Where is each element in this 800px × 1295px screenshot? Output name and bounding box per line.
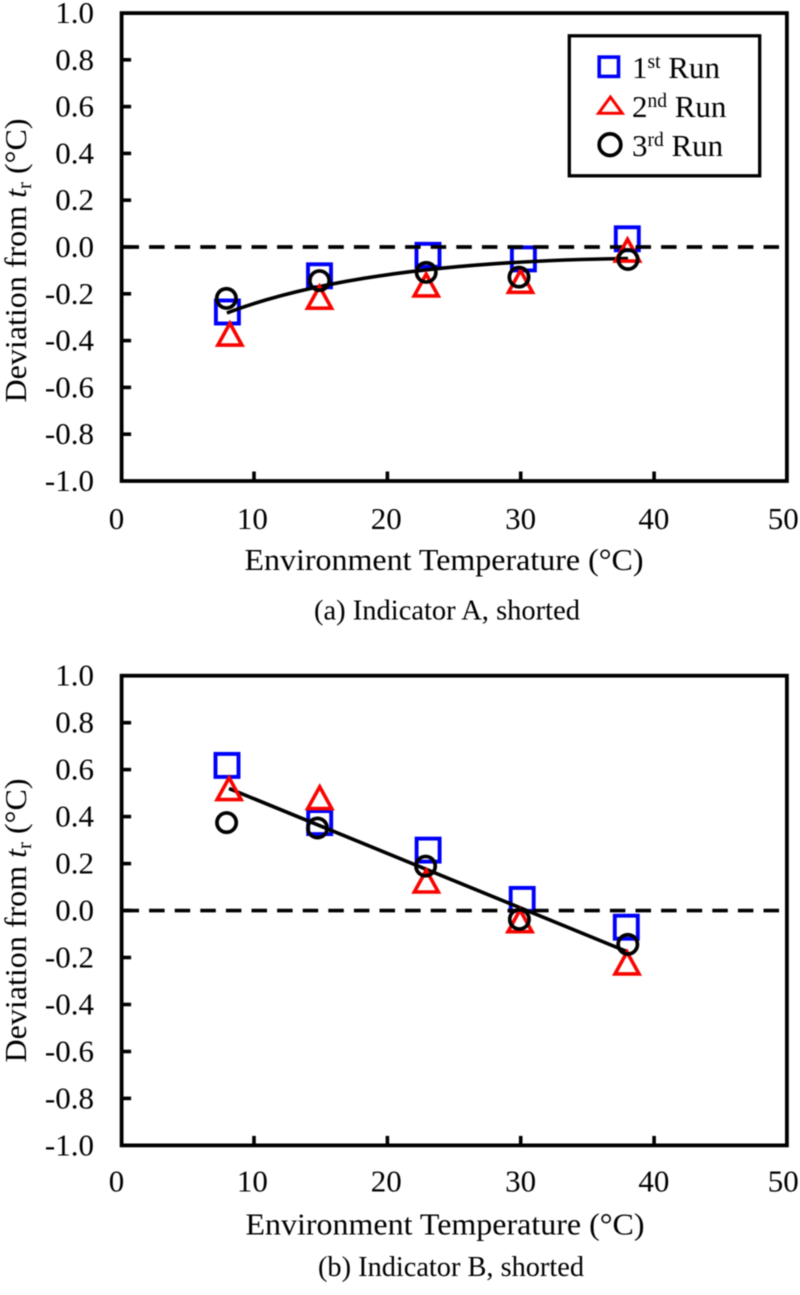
svg-text:0.4: 0.4: [55, 799, 94, 834]
svg-text:3rd Run: 3rd Run: [632, 128, 724, 163]
svg-text:10: 10: [237, 501, 268, 536]
svg-text:0.6: 0.6: [55, 752, 94, 787]
svg-text:-0.8: -0.8: [45, 416, 94, 451]
svg-text:0: 0: [109, 501, 125, 536]
svg-text:0.4: 0.4: [55, 135, 94, 170]
svg-text:-0.2: -0.2: [45, 276, 94, 311]
svg-text:1st Run: 1st Run: [632, 50, 720, 85]
svg-text:-1.0: -1.0: [45, 463, 94, 498]
svg-text:0.2: 0.2: [55, 182, 94, 217]
svg-text:0: 0: [109, 1164, 125, 1199]
svg-text:1.0: 1.0: [55, 0, 94, 30]
svg-text:0.8: 0.8: [55, 42, 94, 77]
svg-text:0.6: 0.6: [55, 89, 94, 124]
svg-text:Deviation from tr (°C): Deviation from tr (°C): [0, 119, 36, 403]
svg-text:-0.8: -0.8: [45, 1080, 94, 1115]
svg-text:50: 50: [768, 1164, 799, 1199]
svg-text:-0.6: -0.6: [45, 369, 94, 404]
svg-text:2nd Run: 2nd Run: [632, 89, 727, 124]
svg-text:0.2: 0.2: [55, 846, 94, 881]
svg-text:-0.4: -0.4: [45, 323, 95, 358]
svg-text:-0.2: -0.2: [45, 940, 94, 975]
svg-text:40: 40: [638, 1164, 669, 1199]
svg-text:10: 10: [237, 1164, 268, 1199]
svg-text:-0.4: -0.4: [45, 987, 95, 1022]
svg-text:-0.6: -0.6: [45, 1034, 94, 1069]
svg-text:0.8: 0.8: [55, 705, 94, 740]
svg-text:-1.0: -1.0: [45, 1127, 94, 1162]
svg-text:40: 40: [638, 501, 669, 536]
svg-text:20: 20: [371, 1164, 402, 1199]
svg-text:20: 20: [371, 501, 402, 536]
svg-text:Environment Temperature (°C): Environment Temperature (°C): [246, 1207, 645, 1242]
svg-text:0.0: 0.0: [55, 229, 94, 264]
svg-text:30: 30: [505, 1164, 536, 1199]
svg-text:30: 30: [505, 501, 536, 536]
svg-text:1.0: 1.0: [55, 658, 94, 693]
svg-text:50: 50: [768, 501, 799, 536]
svg-text:(b) Indicator B, shorted: (b) Indicator B, shorted: [318, 1252, 584, 1283]
svg-text:0.0: 0.0: [55, 893, 94, 928]
svg-text:(a) Indicator A, shorted: (a) Indicator A, shorted: [314, 596, 580, 627]
svg-text:Deviation from tr (°C): Deviation from tr (°C): [0, 779, 36, 1063]
svg-text:Environment Temperature (°C): Environment Temperature (°C): [245, 542, 644, 577]
